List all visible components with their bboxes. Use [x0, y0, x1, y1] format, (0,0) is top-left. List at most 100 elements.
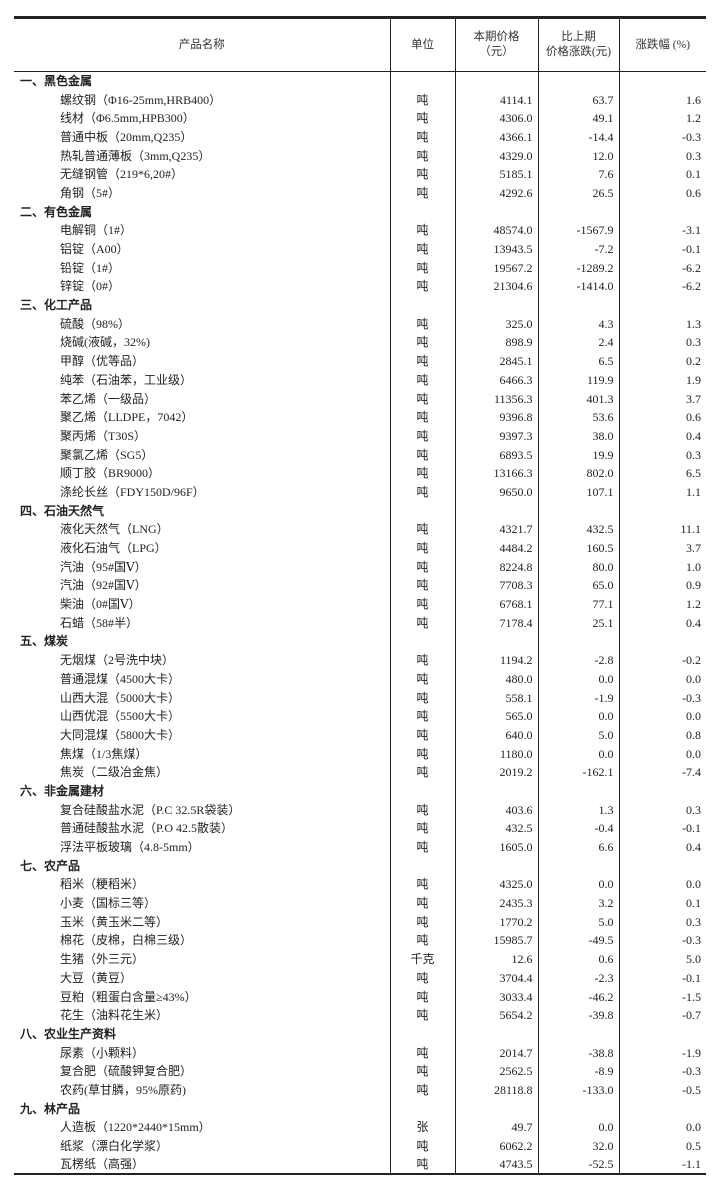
item-price: 19567.2 [454, 258, 538, 278]
item-pct: 0.3 [618, 445, 706, 464]
table-row: 聚乙烯（LLDPE，7042） 吨 9396.8 53.6 0.6 [14, 407, 706, 427]
item-price: 4325.0 [454, 875, 538, 894]
table-row: 甲醇（优等品） 吨 2845.1 6.5 0.2 [14, 351, 706, 371]
item-pct: -0.3 [618, 931, 706, 950]
table-row: 农药(草甘膦，95%原药) 吨 28118.8 -133.0 -0.5 [14, 1080, 706, 1100]
item-name: 液化天然气（LNG） [60, 522, 169, 537]
empty-cell [618, 781, 706, 801]
item-unit: 吨 [389, 688, 455, 707]
table-row: 无缝钢管（219*6,20#） 吨 5185.1 7.6 0.1 [14, 164, 706, 184]
item-pct: 0.6 [618, 407, 706, 427]
item-pct: 0.1 [618, 893, 706, 913]
item-unit: 吨 [389, 744, 455, 763]
item-price: 4292.6 [454, 183, 538, 203]
table-header: 产品名称 单位 本期价格 （元） 比上期 价格涨跌(元) 涨跌幅 (%) [14, 17, 706, 72]
item-pct: -0.1 [618, 819, 706, 838]
empty-cell [618, 202, 706, 221]
item-unit: 吨 [389, 183, 455, 203]
item-unit: 吨 [389, 893, 455, 913]
item-pct: -6.2 [618, 277, 706, 296]
item-unit: 千克 [389, 949, 455, 969]
empty-cell [618, 632, 706, 651]
empty-cell [618, 1099, 706, 1118]
item-change: 5.0 [537, 725, 619, 745]
item-unit: 吨 [389, 314, 455, 334]
item-price: 325.0 [454, 314, 538, 334]
item-change: 32.0 [537, 1136, 619, 1156]
item-name: 汽油（95#国Ⅴ） [60, 559, 147, 574]
item-price: 4114.1 [454, 90, 538, 109]
empty-cell [389, 1024, 455, 1044]
item-pct: 0.1 [618, 164, 706, 184]
section-title: 二、有色金属 [20, 204, 93, 219]
item-pct: 0.0 [618, 1118, 706, 1137]
item-change: -2.8 [537, 650, 619, 670]
item-name: 电解铜（1#） [60, 223, 133, 238]
item-pct: -6.2 [618, 258, 706, 278]
item-pct: 1.6 [618, 90, 706, 109]
item-change: 0.0 [537, 744, 619, 763]
item-price: 6768.1 [454, 594, 538, 614]
item-name: 浮法平板玻璃（4.8-5mm） [60, 840, 200, 855]
empty-cell [537, 202, 619, 221]
item-unit: 吨 [389, 1136, 455, 1156]
item-price: 2435.3 [454, 893, 538, 913]
item-pct: 0.3 [618, 912, 706, 932]
item-price: 13943.5 [454, 239, 538, 259]
header-pct: 涨跌幅 (%) [618, 17, 706, 72]
item-unit: 吨 [389, 239, 455, 259]
item-pct: 6.5 [618, 463, 706, 483]
item-price: 898.9 [454, 333, 538, 352]
item-unit: 吨 [389, 445, 455, 464]
item-name: 汽油（92#国Ⅴ） [60, 578, 147, 593]
empty-cell [618, 1024, 706, 1044]
item-unit: 吨 [389, 482, 455, 502]
item-change: -1289.2 [537, 258, 619, 278]
item-unit: 吨 [389, 370, 455, 390]
table-row: 铅锭（1#） 吨 19567.2 -1289.2 -6.2 [14, 258, 706, 278]
item-name: 石蜡（58#半） [60, 615, 139, 630]
empty-cell [389, 1099, 455, 1118]
table-row: 山西大混（5000大卡） 吨 558.1 -1.9 -0.3 [14, 688, 706, 707]
table-row: 纸浆（漂白化学浆） 吨 6062.2 32.0 0.5 [14, 1136, 706, 1156]
item-change: 38.0 [537, 426, 619, 446]
item-pct: 0.9 [618, 576, 706, 595]
item-pct: 1.2 [618, 594, 706, 614]
item-name: 尿素（小颗料） [60, 1045, 145, 1060]
item-price: 13166.3 [454, 463, 538, 483]
table-row: 无烟煤（2号洗中块） 吨 1194.2 -2.8 -0.2 [14, 650, 706, 670]
item-price: 432.5 [454, 819, 538, 838]
item-name: 铝锭（A00） [60, 242, 129, 257]
section-title: 九、林产品 [20, 1101, 81, 1116]
table-row: 小麦（国标三等） 吨 2435.3 3.2 0.1 [14, 893, 706, 913]
table-row: 液化石油气（LPG） 吨 4484.2 160.5 3.7 [14, 538, 706, 558]
item-pct: 0.0 [618, 875, 706, 894]
item-unit: 吨 [389, 669, 455, 689]
item-price: 2019.2 [454, 762, 538, 782]
section-row: 二、有色金属 [14, 202, 706, 221]
item-unit: 吨 [389, 1155, 455, 1175]
item-price: 9396.8 [454, 407, 538, 427]
table-row: 顺丁胶（BR9000） 吨 13166.3 802.0 6.5 [14, 463, 706, 483]
item-unit: 吨 [389, 90, 455, 109]
item-price: 6062.2 [454, 1136, 538, 1156]
table-row: 普通硅酸盐水泥（P.O 42.5散装） 吨 432.5 -0.4 -0.1 [14, 819, 706, 838]
item-name: 液化石油气（LPG） [60, 541, 167, 556]
item-price: 4321.7 [454, 520, 538, 539]
empty-cell [389, 632, 455, 651]
table-row: 稻米（粳稻米）吨 4325.0 0.0 0.0 [14, 875, 706, 894]
item-change: 53.6 [537, 407, 619, 427]
item-pct: 0.4 [618, 426, 706, 446]
table-row: 烧碱(液碱，32%) 吨 898.9 2.4 0.3 [14, 333, 706, 352]
item-pct: 0.8 [618, 725, 706, 745]
item-unit: 吨 [389, 819, 455, 838]
item-name: 纯苯（石油苯，工业级） [60, 372, 193, 387]
item-unit: 吨 [389, 221, 455, 240]
item-change: -1414.0 [537, 277, 619, 296]
item-name: 螺纹钢（Φ16-25mm,HRB400） [60, 92, 222, 107]
table-row: 山西优混（5500大卡）吨 565.0 0.0 0.0 [14, 706, 706, 726]
item-name: 顺丁胶（BR9000） [60, 466, 161, 481]
table-row: 大同混煤（5800大卡） 吨 640.0 5.0 0.8 [14, 725, 706, 745]
item-change: 802.0 [537, 463, 619, 483]
item-price: 7178.4 [454, 613, 538, 633]
